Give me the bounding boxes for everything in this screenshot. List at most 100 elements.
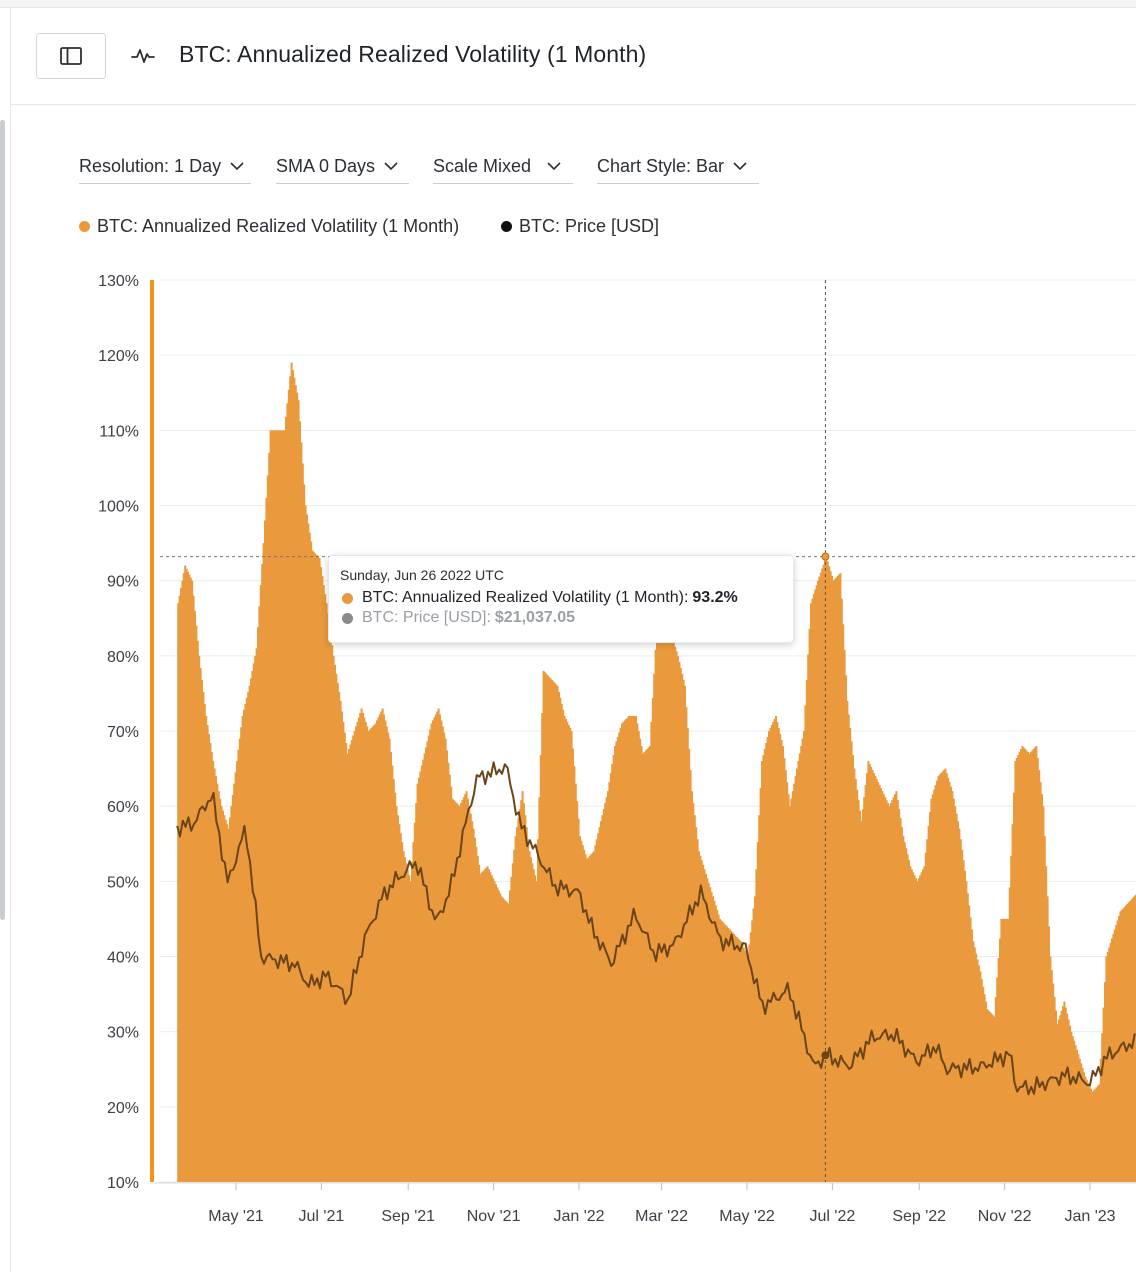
legend-item-price[interactable]: BTC: Price [USD] (501, 216, 659, 237)
volatility-bar (1084, 1076, 1087, 1182)
volatility-bar (1028, 753, 1031, 1182)
volatility-bar (286, 403, 289, 1182)
volatility-bar (545, 673, 548, 1182)
volatility-bar (738, 939, 741, 1182)
volatility-bar (1080, 1063, 1083, 1182)
toggle-sidebar-button[interactable] (36, 33, 106, 79)
volatility-bar (584, 854, 587, 1182)
volatility-bar (310, 541, 313, 1182)
volatility-bar (350, 740, 353, 1182)
volatility-bar (964, 870, 966, 1182)
volatility-bar (268, 452, 271, 1182)
volatility-bar (656, 625, 658, 1182)
volatility-bar (335, 673, 338, 1182)
volatility-bar (245, 697, 248, 1182)
y-tick-label: 10% (107, 1175, 139, 1192)
volatility-bar (1077, 1054, 1080, 1182)
volatility-bar (538, 797, 541, 1182)
volatility-bar (607, 791, 609, 1182)
volatility-bar (460, 803, 462, 1182)
volatility-bar (936, 780, 938, 1182)
volatility-bar (1043, 836, 1046, 1182)
y-tick-label: 100% (98, 499, 139, 516)
volatility-bar (1066, 1013, 1069, 1182)
volatility-bar (880, 788, 882, 1182)
volatility-bar (1129, 900, 1132, 1182)
volatility-bar (444, 738, 447, 1182)
volatility-bar (1120, 909, 1123, 1182)
volatility-bar (202, 691, 205, 1182)
volatility-bar (440, 720, 443, 1182)
volatility-bar (621, 723, 623, 1182)
volatility-bar (511, 863, 514, 1182)
highlight-volatility-point (821, 552, 830, 561)
volatility-bar (1083, 1072, 1085, 1182)
volatility-bar (706, 878, 709, 1182)
volatility-bar (364, 721, 367, 1182)
volatility-bar (317, 556, 320, 1182)
volatility-bar (1102, 1007, 1105, 1182)
volatility-bar (282, 430, 285, 1183)
volatility-bar (832, 580, 835, 1182)
volatility-bar (198, 655, 201, 1182)
volatility-bar (609, 773, 612, 1182)
scale-dropdown[interactable]: Scale Mixed (433, 156, 573, 184)
volatility-bar (696, 839, 699, 1182)
volatility-bar (884, 797, 887, 1182)
volatility-bar (1091, 1091, 1094, 1182)
volatility-bar (684, 685, 686, 1182)
sma-dropdown[interactable]: SMA 0 Days (276, 156, 409, 184)
chart-style-label: Chart Style: Bar (597, 156, 725, 176)
volatility-bar (432, 720, 434, 1182)
volatility-bar (601, 815, 604, 1182)
volatility-bar (1057, 1019, 1060, 1182)
volatility-bar (705, 873, 707, 1182)
volatility-bar (803, 731, 805, 1182)
volatility-bar (927, 825, 930, 1182)
volatility-bar (885, 800, 888, 1182)
legend-item-volatility[interactable]: BTC: Annualized Realized Volatility (1 M… (79, 216, 459, 237)
resolution-dropdown[interactable]: Resolution: 1 Day (79, 156, 251, 184)
volatility-bars (177, 362, 1136, 1183)
volatility-bar (416, 783, 419, 1182)
volatility-bar (192, 595, 195, 1182)
volatility-bar (212, 761, 215, 1182)
volatility-bar (455, 803, 458, 1182)
volatility-bar (810, 603, 812, 1182)
volatility-bar (961, 849, 964, 1182)
volatility-bar (768, 731, 770, 1182)
volatility-bar (881, 791, 884, 1182)
volatility-bar (724, 924, 727, 1182)
volatility-bar (878, 785, 881, 1182)
volatility-bar (565, 718, 567, 1182)
scrollbar-thumb[interactable] (0, 120, 5, 920)
volatility-bar (553, 682, 556, 1182)
volatility-bar (635, 715, 637, 1182)
volatility-bar (719, 918, 721, 1182)
volatility-bar (643, 752, 646, 1182)
volatility-bar (866, 773, 868, 1182)
volatility-bar (665, 619, 668, 1182)
volatility-bar (318, 558, 321, 1182)
volatility-bar (294, 385, 297, 1183)
volatility-bar (180, 588, 182, 1182)
volatility-bar (1032, 749, 1035, 1182)
volatility-bar (395, 806, 398, 1182)
x-tick-label: Jan '22 (553, 1208, 604, 1225)
chart-style-dropdown[interactable]: Chart Style: Bar (597, 156, 759, 184)
volatility-bar (370, 727, 373, 1182)
volatility-bar (829, 571, 832, 1182)
volatility-bar (346, 753, 349, 1182)
volatility-bar (668, 628, 671, 1182)
volatility-bar (971, 929, 973, 1182)
volatility-bar (965, 881, 968, 1182)
volatility-bar (1073, 1040, 1076, 1182)
volatility-bar (1122, 908, 1125, 1182)
volatility-bar (1108, 947, 1111, 1182)
x-tick-label: Nov '21 (467, 1208, 521, 1225)
volatility-bar (979, 971, 982, 1182)
volatility-bar (664, 615, 667, 1182)
y-tick-label: 40% (107, 950, 139, 967)
volatility-bar (418, 777, 420, 1182)
